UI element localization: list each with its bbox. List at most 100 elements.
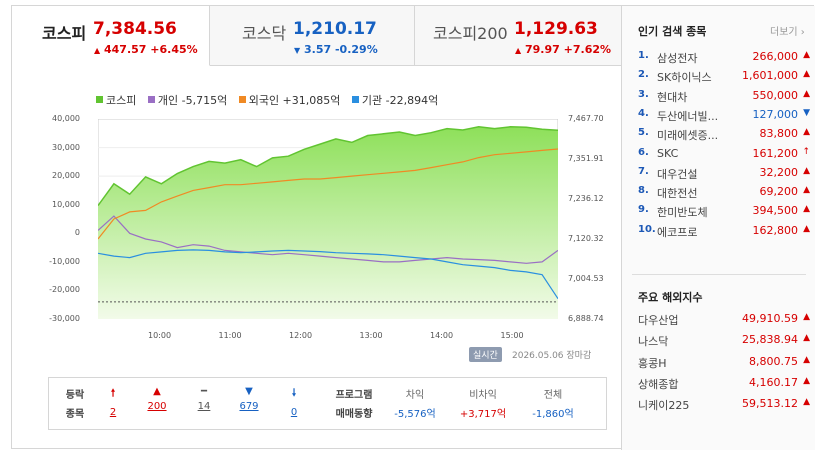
rank-number: 6. bbox=[638, 146, 649, 158]
breadth-item[interactable]: ▲ 200 bbox=[137, 386, 177, 412]
popular-item[interactable]: 1. 삼성전자 266,000 ▲ bbox=[638, 50, 810, 68]
up-arrow-icon: ↑ bbox=[802, 146, 810, 157]
index-tabs: 코스피 7,384.56 ▲ 447.57 +6.45% 코스닥 1,210.1… bbox=[12, 6, 622, 66]
down-arrow-icon: 🠗 bbox=[291, 388, 297, 399]
foreign-index-item[interactable]: 나스닥 25,838.94 ▲ bbox=[638, 333, 810, 351]
stock-price: 394,500 bbox=[752, 204, 799, 218]
breadth-count[interactable]: 679 bbox=[239, 401, 259, 412]
program-label: 차익 bbox=[405, 390, 425, 401]
program-value: -1,860억 bbox=[532, 409, 574, 420]
popular-item[interactable]: 7. 대우건설 32,200 ▲ bbox=[638, 166, 810, 184]
up-arrow-icon: ▲ bbox=[803, 69, 810, 80]
stock-price: 266,000 bbox=[752, 50, 799, 63]
chart-legend: 코스피 개인 -5,715억 외국인 +31,085억 기관 -22,894억 bbox=[96, 92, 446, 108]
rank-number: 8. bbox=[638, 185, 649, 197]
up-arrow-icon: ▲ bbox=[153, 386, 161, 397]
stock-name[interactable]: 두산에너빌... bbox=[657, 109, 719, 123]
stock-name[interactable]: 삼성전자 bbox=[657, 52, 698, 65]
change-value: 447.57 bbox=[104, 43, 147, 56]
index-value: 4,160.17 bbox=[749, 375, 798, 389]
foreign-index-item[interactable]: 니케이225 59,513.12 ▲ bbox=[638, 397, 810, 415]
tab-name: 코스피200 bbox=[433, 24, 508, 43]
up-arrow-icon: ▲ bbox=[803, 397, 810, 408]
stock-price: 127,000 bbox=[752, 107, 799, 121]
breadth-item[interactable]: 🠗 0 bbox=[274, 386, 314, 418]
foreign-index-item[interactable]: 홍콩H 8,800.75 ▲ bbox=[638, 355, 810, 373]
y-tick-label: -20,000 bbox=[49, 285, 80, 295]
breadth-item[interactable]: ━ 14 bbox=[184, 386, 224, 412]
market-widget: 코스피 7,384.56 ▲ 447.57 +6.45% 코스닥 1,210.1… bbox=[11, 5, 815, 450]
rank-number: 9. bbox=[638, 204, 649, 216]
tab-value: 1,129.63 bbox=[514, 19, 598, 39]
popular-item[interactable]: 8. 대한전선 69,200 ▲ bbox=[638, 185, 810, 203]
chart-date: 2026.05.06 장마감 bbox=[512, 351, 592, 361]
x-tick-label: 10:00 bbox=[148, 331, 172, 340]
popular-item[interactable]: 4. 두산에너빌... 127,000 ▼ bbox=[638, 108, 810, 126]
tab-kospi[interactable]: 코스피 7,384.56 ▲ 447.57 +6.45% bbox=[12, 6, 210, 66]
breadth-item[interactable]: ▼ 679 bbox=[229, 386, 269, 412]
program-label: 비차익 bbox=[469, 390, 497, 401]
legend-swatch bbox=[238, 96, 246, 103]
stock-name[interactable]: SK하이닉스 bbox=[657, 71, 712, 85]
foreign-index-item[interactable]: 상해종합 4,160.17 ▲ bbox=[638, 376, 810, 394]
stock-name[interactable]: 한미반도체 bbox=[657, 206, 708, 220]
up-arrow-icon: ▲ bbox=[803, 354, 810, 365]
popular-item[interactable]: 10. 에코프로 162,800 ▲ bbox=[638, 224, 810, 242]
tab-kosdaq[interactable]: 코스닥 1,210.17 ▼ 3.57 -0.29% bbox=[210, 6, 415, 66]
y-tick-label-right: 7,351.91 bbox=[568, 154, 604, 163]
y-tick-label: 0 bbox=[74, 228, 80, 238]
legend-swatch bbox=[96, 96, 103, 103]
y-tick-label-right: 6,888.74 bbox=[568, 314, 604, 323]
index-value: 25,838.94 bbox=[742, 333, 798, 347]
rank-number: 1. bbox=[638, 50, 649, 61]
breadth-item[interactable]: 🠕 2 bbox=[93, 386, 133, 418]
up-arrow-icon: ▲ bbox=[515, 46, 522, 55]
change-rate: +6.45% bbox=[150, 43, 198, 56]
index-name: 홍콩H bbox=[638, 356, 667, 370]
stock-name[interactable]: 대우건설 bbox=[657, 167, 698, 181]
x-tick-label: 14:00 bbox=[430, 331, 454, 340]
index-value: 49,910.59 bbox=[742, 312, 798, 325]
up-arrow-icon: ▲ bbox=[803, 333, 810, 344]
popular-item[interactable]: 2. SK하이닉스 1,601,000 ▲ bbox=[638, 69, 810, 87]
legend-swatch bbox=[147, 96, 155, 103]
y-tick-label-right: 7,467.70 bbox=[568, 114, 604, 123]
tab-change: ▲ 79.97 +7.62% bbox=[515, 43, 611, 56]
popular-item[interactable]: 3. 현대차 550,000 ▲ bbox=[638, 89, 810, 107]
more-link[interactable]: 더보기 › bbox=[770, 27, 805, 38]
popular-item[interactable]: 9. 한미반도체 394,500 ▲ bbox=[638, 204, 810, 222]
stock-price: 69,200 bbox=[759, 185, 799, 199]
down-arrow-icon: ▼ bbox=[294, 46, 301, 55]
up-arrow-icon: 🠕 bbox=[110, 388, 116, 399]
stock-name[interactable]: 대한전선 bbox=[657, 187, 698, 201]
popular-item[interactable]: 5. 미래에셋증... 83,800 ▲ bbox=[638, 127, 810, 145]
realtime-badge[interactable]: 실시간 bbox=[469, 347, 502, 362]
program-value: -5,576억 bbox=[394, 409, 436, 420]
change-value: 3.57 bbox=[304, 43, 332, 56]
y-tick-label-right: 7,236.12 bbox=[568, 194, 604, 203]
up-arrow-icon: ▲ bbox=[803, 375, 810, 386]
stock-name[interactable]: 에코프로 bbox=[657, 225, 698, 239]
legend-individual: 개인 -5,715억 bbox=[147, 94, 227, 107]
stock-price: 83,800 bbox=[759, 127, 799, 141]
breadth-count[interactable]: 14 bbox=[197, 401, 211, 412]
stock-name[interactable]: SKC bbox=[657, 146, 679, 160]
breadth-count[interactable]: 200 bbox=[147, 401, 167, 412]
tab-kospi200[interactable]: 코스피200 1,129.63 ▲ 79.97 +7.62% bbox=[415, 6, 622, 66]
stock-price: 32,200 bbox=[759, 165, 799, 179]
x-tick-label: 15:00 bbox=[500, 331, 524, 340]
series-line-2 bbox=[98, 148, 558, 240]
index-value: 59,513.12 bbox=[742, 397, 798, 411]
x-tick-label: 11:00 bbox=[218, 331, 242, 340]
tab-change: ▼ 3.57 -0.29% bbox=[294, 43, 378, 56]
popular-item[interactable]: 6. SKC 161,200 ↑ bbox=[638, 147, 810, 165]
breadth-count[interactable]: 2 bbox=[109, 407, 117, 418]
stock-name[interactable]: 현대차 bbox=[657, 90, 688, 104]
stock-price: 161,200 bbox=[752, 146, 799, 160]
x-tick-label: 12:00 bbox=[289, 331, 313, 340]
market-breadth-panel: 등락 종목 🠕 2 ▲ 200 ━ 14 ▼ 679 🠗 0 프로그램 매매동향 차익 -5,576… bbox=[48, 377, 607, 430]
foreign-index-item[interactable]: 다우산업 49,910.59 ▲ bbox=[638, 312, 810, 330]
breadth-count[interactable]: 0 bbox=[290, 407, 298, 418]
change-rate: -0.29% bbox=[334, 43, 378, 56]
stock-name[interactable]: 미래에셋증... bbox=[657, 129, 719, 143]
